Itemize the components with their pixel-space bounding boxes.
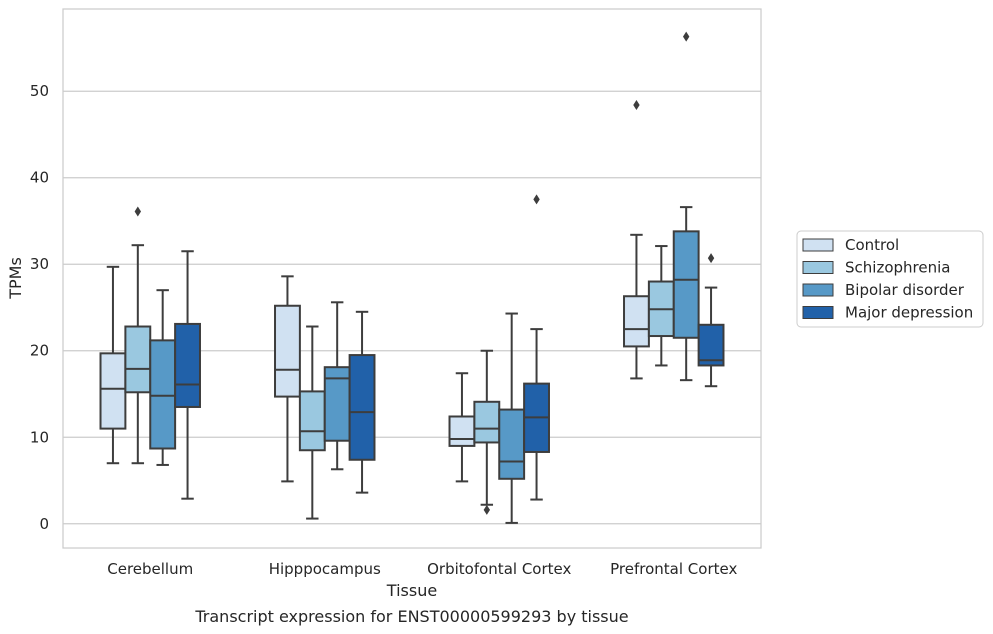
box-iqr: [124, 325, 152, 394]
box-iqr: [149, 339, 177, 450]
box-2-2: [298, 325, 326, 520]
legend-label: Schizophrenia: [845, 259, 950, 277]
x-tick-labels: Cerebellum Hipppocampus Orbitofontal Corte…: [107, 560, 737, 578]
box-iqr: [697, 323, 725, 367]
legend-swatch: [802, 283, 834, 297]
y-tick-label: 0: [39, 515, 49, 533]
x-tick-label: Prefrontal Cortex: [610, 560, 737, 578]
box-iqr: [448, 415, 476, 447]
box-2-4: [647, 245, 675, 367]
y-tick-label: 20: [30, 342, 49, 360]
x-tick-label: Hipppocampus: [269, 560, 381, 578]
x-tick-label: Cerebellum: [107, 560, 193, 578]
legend-swatch: [802, 306, 834, 319]
box-iqr: [274, 304, 301, 398]
legend-swatch: [802, 261, 834, 274]
box-3-4: [672, 31, 700, 382]
box-4-1: [174, 250, 201, 500]
y-tick-label: 50: [30, 82, 49, 100]
outlier-point: [707, 253, 715, 264]
box-iqr: [99, 352, 127, 430]
box-1-3: [448, 372, 476, 483]
y-tick-label: 10: [30, 428, 49, 446]
plot-area: [62, 8, 762, 549]
x-tick-label: Orbitofontal Cortex: [427, 560, 571, 578]
box-iqr: [672, 230, 700, 339]
x-axis-label: Tissue: [386, 581, 437, 600]
box-4-3: [523, 194, 550, 501]
box-4-4: [697, 253, 725, 388]
boxes-layer: [99, 31, 725, 524]
chart-caption: Transcript expression for ENST0000059929…: [194, 607, 628, 626]
legend-label: Major depression: [845, 304, 973, 322]
y-tick-label: 30: [30, 255, 49, 273]
outlier-point: [633, 100, 640, 111]
legend-label: Bipolar disorder: [845, 281, 965, 299]
legend-frame: [796, 230, 984, 328]
box-iqr: [623, 295, 650, 348]
box-2-3: [473, 349, 501, 515]
box-3-1: [149, 289, 177, 466]
box-iqr: [174, 322, 201, 408]
y-tick-label: 40: [30, 169, 49, 187]
legend: Control Schizophrenia Bipolar disorder Majo…: [796, 230, 984, 328]
box-iqr: [298, 390, 326, 452]
box-1-2: [274, 275, 301, 483]
legend-swatch: [802, 238, 834, 252]
outlier-point: [533, 194, 540, 205]
box-3-3: [498, 312, 526, 524]
outlier-point: [682, 31, 690, 42]
box-iqr: [348, 354, 376, 461]
box-iqr: [473, 400, 501, 444]
box-4-2: [348, 310, 376, 494]
outlier-point: [134, 206, 142, 217]
y-axis-label: TPMs: [6, 257, 25, 300]
outlier-point: [483, 504, 491, 515]
y-tick-labels: 0 10 20 30 40 50: [30, 82, 49, 533]
legend-label: Control: [845, 236, 899, 254]
box-iqr: [498, 408, 526, 480]
